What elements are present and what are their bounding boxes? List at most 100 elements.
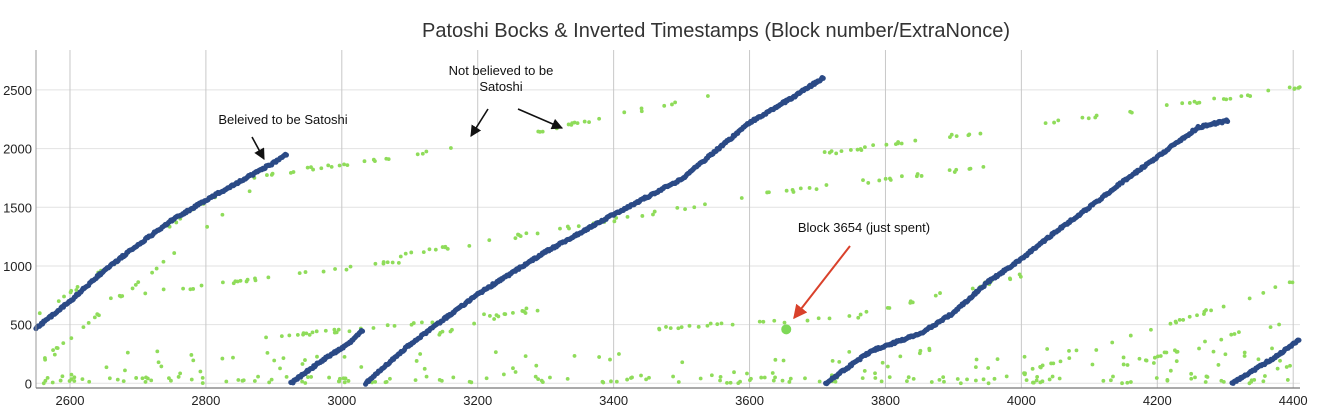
x-tick-label: 2600 xyxy=(56,393,85,408)
other-block-point xyxy=(728,380,733,385)
other-block-point xyxy=(1067,349,1071,353)
patoshi-block-point xyxy=(283,152,289,158)
other-block-point xyxy=(224,379,229,384)
other-block-point xyxy=(1174,320,1179,325)
other-block-point xyxy=(55,346,60,351)
satoshi-arrow xyxy=(251,136,265,160)
other-block-point xyxy=(236,378,241,382)
other-block-point xyxy=(958,381,963,386)
other-block-point xyxy=(69,288,74,293)
other-block-point xyxy=(303,381,308,385)
other-block-point xyxy=(307,332,312,337)
other-block-point xyxy=(973,378,978,383)
other-block-point xyxy=(873,371,877,376)
other-block-point xyxy=(1043,121,1048,126)
other-block-point xyxy=(392,323,397,328)
other-block-point xyxy=(150,270,155,275)
other-block-point xyxy=(1203,339,1207,344)
other-block-point xyxy=(871,143,876,148)
other-block-point xyxy=(1221,379,1226,384)
other-block-point xyxy=(884,142,889,147)
other-block-point xyxy=(297,271,302,275)
x-tick-label: 3200 xyxy=(463,393,492,408)
other-block-point xyxy=(534,363,539,368)
other-block-point xyxy=(715,322,720,327)
other-block-point xyxy=(1209,308,1213,313)
other-block-point xyxy=(409,250,414,255)
other-block-point xyxy=(1202,309,1207,314)
other-block-point xyxy=(247,189,252,194)
other-block-point xyxy=(676,380,681,384)
other-block-point xyxy=(839,149,844,154)
other-block-point xyxy=(1094,113,1099,118)
other-block-point xyxy=(885,364,890,369)
other-block-point xyxy=(449,146,453,150)
other-block-point xyxy=(906,375,911,380)
other-block-point xyxy=(492,317,497,321)
annotation-layer: Beleived to be Satoshi Not believed to b… xyxy=(218,63,930,320)
other-block-point xyxy=(427,247,432,252)
other-block-point xyxy=(566,122,571,127)
other-block-point xyxy=(1273,285,1278,290)
other-block-point xyxy=(830,358,835,363)
other-block-point xyxy=(189,377,194,382)
other-block-point xyxy=(501,372,506,377)
other-block-point xyxy=(43,357,48,362)
other-block-point xyxy=(965,377,969,382)
other-block-point xyxy=(524,306,529,311)
other-block-point xyxy=(332,330,337,335)
other-block-point xyxy=(948,135,952,140)
other-block-point xyxy=(403,251,408,256)
other-block-point xyxy=(762,375,767,380)
other-block-point xyxy=(281,356,286,361)
other-block-point xyxy=(576,224,581,229)
other-block-point xyxy=(415,152,420,157)
other-block-point xyxy=(396,260,401,265)
other-block-point xyxy=(858,312,863,317)
other-block-point xyxy=(136,280,141,285)
other-block-point xyxy=(1165,378,1170,382)
other-block-point xyxy=(719,321,724,326)
other-block-point xyxy=(1022,371,1026,376)
other-block-point xyxy=(670,102,674,107)
other-block-point xyxy=(301,332,305,337)
other-block-point xyxy=(1049,361,1053,366)
other-block-point xyxy=(898,354,903,359)
other-block-point xyxy=(433,247,438,252)
other-block-point xyxy=(524,231,529,236)
other-block-point xyxy=(409,322,414,327)
other-block-point xyxy=(140,376,145,381)
other-block-point xyxy=(58,378,63,383)
other-block-point xyxy=(439,378,444,383)
other-block-point xyxy=(899,141,904,146)
other-block-point xyxy=(817,379,822,384)
other-block-point xyxy=(770,371,775,375)
other-block-point xyxy=(381,261,386,266)
other-block-point xyxy=(422,366,427,371)
other-block-point xyxy=(336,327,341,332)
other-block-point xyxy=(1128,333,1133,338)
other-block-point xyxy=(1197,100,1202,105)
other-block-point xyxy=(87,379,92,384)
other-block-point xyxy=(680,360,685,365)
other-block-point xyxy=(698,376,703,381)
other-block-point xyxy=(899,174,904,179)
other-block-point xyxy=(231,355,235,360)
other-block-point xyxy=(1168,321,1173,326)
other-block-point xyxy=(306,375,310,380)
other-block-point xyxy=(798,186,803,191)
other-block-point xyxy=(718,375,723,379)
other-block-point xyxy=(1128,109,1133,114)
other-block-point xyxy=(252,379,257,383)
other-block-point xyxy=(253,278,258,283)
block-3654-point xyxy=(781,324,792,335)
other-block-point xyxy=(640,214,645,218)
other-block-point xyxy=(438,331,443,335)
other-block-point xyxy=(709,373,714,378)
other-block-point xyxy=(419,320,424,325)
other-block-point xyxy=(787,380,792,384)
other-block-point xyxy=(683,207,687,212)
other-block-point xyxy=(705,323,710,328)
other-block-point xyxy=(848,148,853,152)
